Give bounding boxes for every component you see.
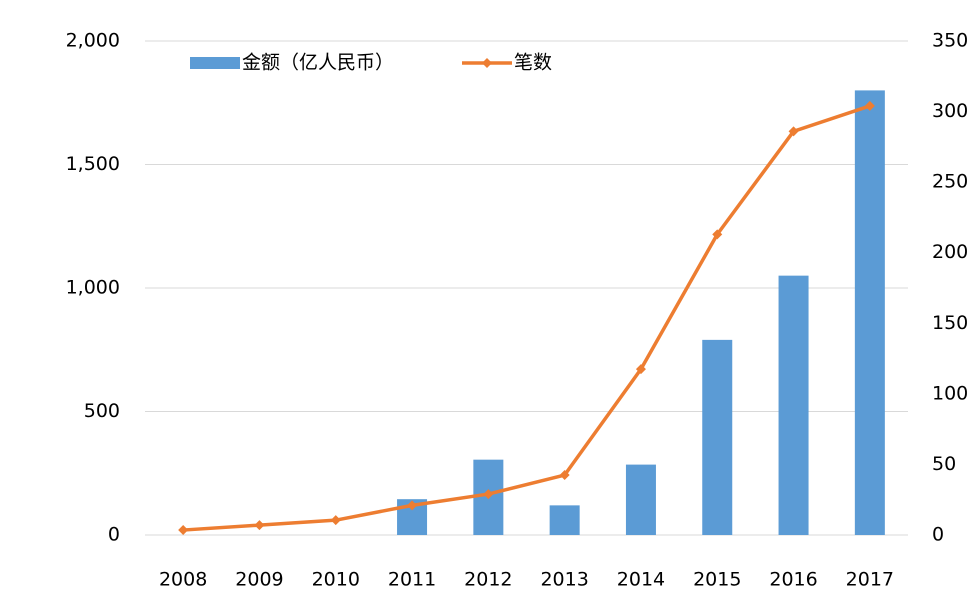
y-tick-label: 500 xyxy=(84,400,120,422)
y2-tick-label: 50 xyxy=(932,453,956,475)
bar xyxy=(549,505,580,535)
legend-swatch xyxy=(190,57,240,69)
y2-tick-label: 150 xyxy=(932,312,968,334)
y-tick-label: 1,000 xyxy=(66,277,120,299)
line-marker xyxy=(330,515,341,526)
bar xyxy=(854,90,885,536)
line-marker xyxy=(407,500,418,511)
line-marker xyxy=(254,520,265,531)
line-marker xyxy=(788,126,799,137)
x-tick-label: 2009 xyxy=(235,569,283,591)
x-tick-label: 2008 xyxy=(159,569,207,591)
legend-label: 笔数 xyxy=(514,52,552,74)
y2-tick-label: 300 xyxy=(932,100,968,122)
x-tick-label: 2012 xyxy=(464,569,512,591)
y-tick-label: 0 xyxy=(108,524,120,546)
y2-tick-label: 100 xyxy=(932,382,968,404)
x-tick-label: 2010 xyxy=(312,569,360,591)
x-tick-label: 2017 xyxy=(846,569,894,591)
bar xyxy=(702,339,733,535)
line-marker xyxy=(635,364,646,375)
line-marker xyxy=(864,100,875,111)
x-tick-label: 2016 xyxy=(769,569,817,591)
line-marker xyxy=(712,229,723,240)
line-marker xyxy=(178,525,189,536)
legend-marker xyxy=(482,58,492,68)
bar xyxy=(625,464,656,535)
legend-label: 金额（亿人民币） xyxy=(242,52,394,74)
y2-tick-label: 250 xyxy=(932,171,968,193)
y-tick-label: 1,500 xyxy=(66,153,120,175)
x-tick-label: 2015 xyxy=(693,569,741,591)
x-tick-label: 2011 xyxy=(388,569,436,591)
y2-tick-label: 0 xyxy=(932,524,944,546)
x-tick-label: 2014 xyxy=(617,569,665,591)
y2-tick-label: 350 xyxy=(932,30,968,52)
x-tick-label: 2013 xyxy=(540,569,588,591)
line xyxy=(183,104,871,532)
y-tick-label: 2,000 xyxy=(66,30,120,52)
line-marker xyxy=(559,470,570,481)
bar xyxy=(778,275,809,535)
line-marker xyxy=(483,489,494,500)
y2-tick-label: 200 xyxy=(932,241,968,263)
